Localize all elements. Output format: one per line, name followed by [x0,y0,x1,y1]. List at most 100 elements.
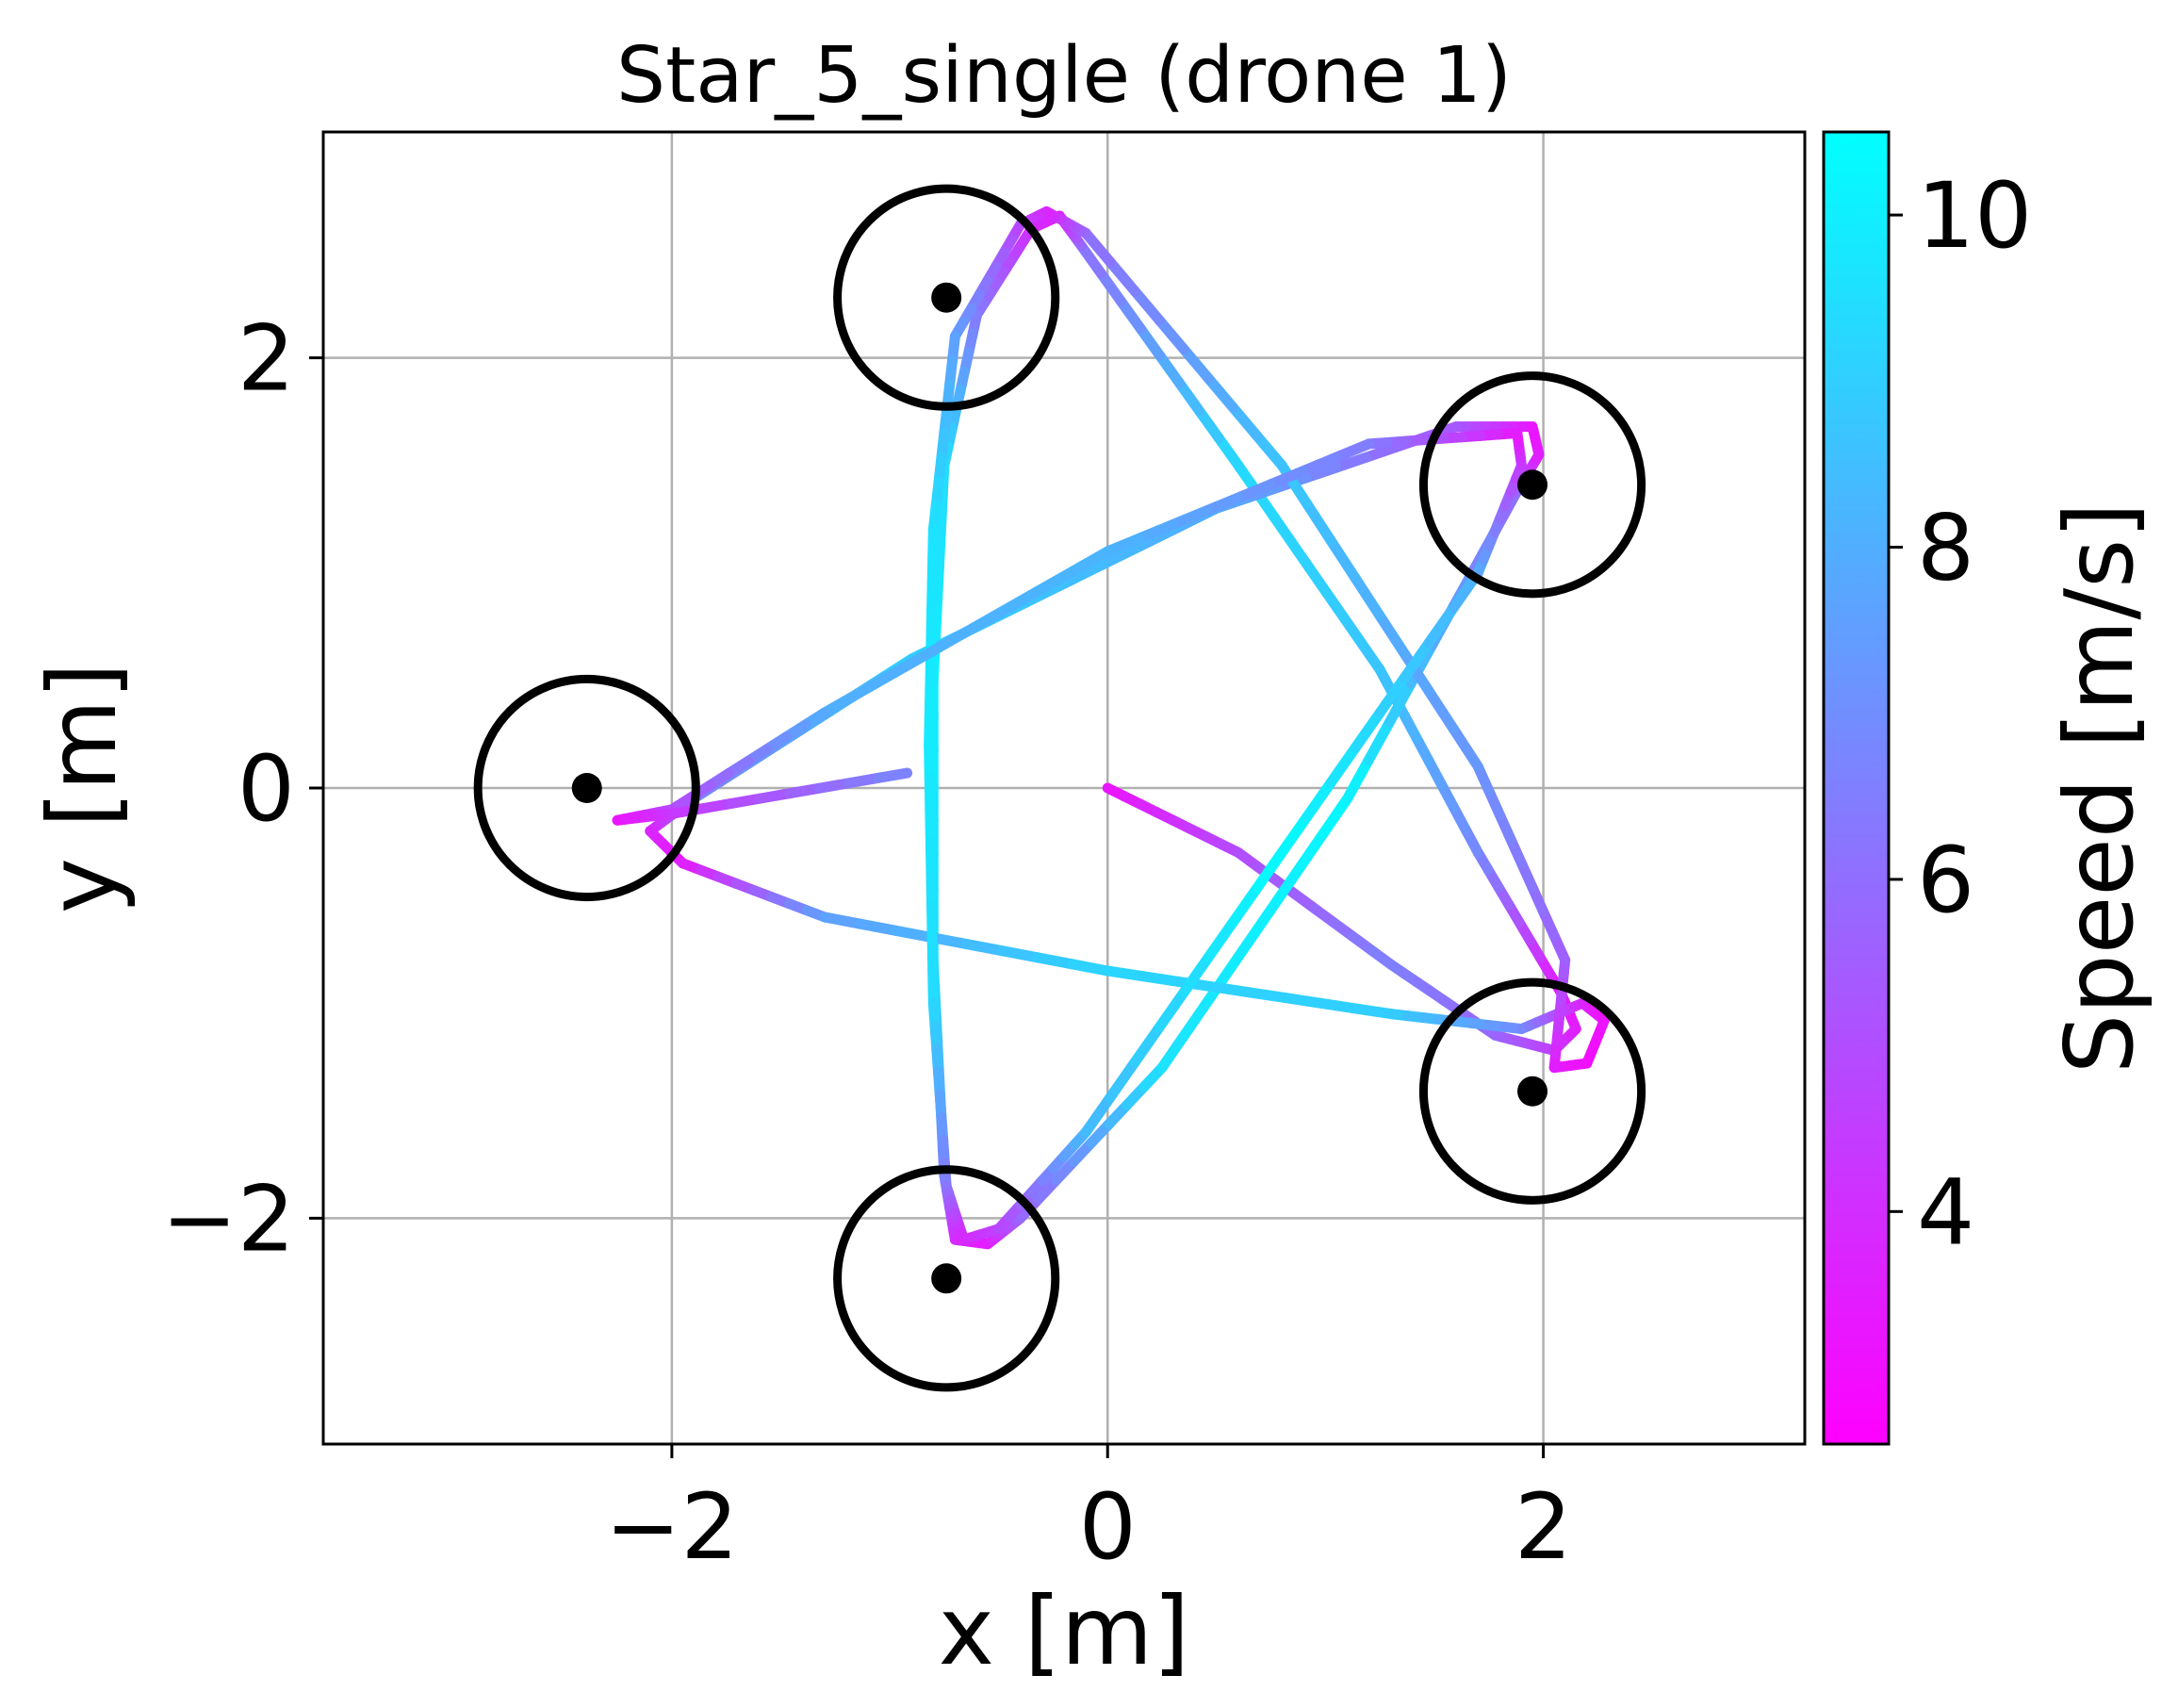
trajectory-segment [1272,861,1306,905]
trajectory-segment [1105,1057,1140,1103]
y-axis-label: y [m] [27,663,138,913]
trajectory-segment [1200,492,1244,517]
gate-ring-5 [833,1165,1060,1392]
colorbar-ticks: 4 6 8 10 [1889,163,2032,1265]
trajectory-segment [1080,1092,1116,1138]
trajectory-segment [1325,535,1361,584]
trajectory-segment [1226,928,1260,973]
trajectory-segment [1361,441,1402,463]
trajectory-segment [1102,533,1146,557]
trajectory-segment [1301,498,1336,547]
trajectory-segment [1276,812,1312,858]
trajectory-segment [1096,540,1146,570]
trajectory-segment [1227,882,1263,928]
trajectory-segment [925,868,938,912]
trajectory-segment [1208,981,1254,998]
gate-center-2 [1517,469,1548,501]
trajectory-segment [1374,610,1410,659]
gate-center-1 [931,282,962,313]
trajectory-segment [1325,742,1361,788]
x-axis-ticks: −2 0 2 [605,1444,1572,1580]
trajectory-segment [996,586,1042,617]
x-axis-label: x [m] [939,1576,1189,1686]
trajectory-segment [1031,952,1078,970]
trajectory-segment [1384,678,1417,728]
trajectory-segment [1233,479,1277,503]
trajectory-segment [1399,648,1434,697]
trajectory-segment [1095,268,1126,306]
colorbar-label: Speed [m/s] [2044,502,2154,1075]
chart-title: Star_5_single (drone 1) [616,31,1512,121]
gate-ring-3 [473,674,700,902]
trajectory-segment [926,933,939,977]
trajectory-segment [1172,976,1220,993]
trajectory-segment [1315,997,1361,1014]
colorbar-tick-label: 4 [1917,1159,1974,1265]
trajectory-segment [1156,1028,1191,1074]
trajectory-segment [1080,227,1116,268]
trajectory-segment [1363,716,1396,766]
trajectory-segment [1399,637,1434,683]
trajectory-segment [1154,315,1189,354]
trajectory [612,205,1610,1250]
trajectory-segment [1067,959,1113,977]
trajectory-segment [1129,286,1165,326]
gate-center-5 [931,1263,962,1294]
gates [473,184,1646,1392]
trajectory-segment [1295,827,1330,872]
trajectory-segment [960,606,1007,638]
trajectory-segment [960,938,1007,957]
trajectory-segment [1174,377,1204,417]
trajectory-segment [1155,350,1186,388]
trajectory-segment [854,918,901,936]
trajectory-segment [925,627,972,658]
colorbar-tick-label: 6 [1917,828,1974,933]
trajectory-segment [1252,846,1287,894]
trajectory-segment [1249,894,1284,939]
x-tick-label: 0 [1079,1474,1137,1580]
trajectory-segment [872,767,913,783]
trajectory-segment [925,804,936,847]
y-axis-ticks: −2 0 2 [161,306,323,1272]
trajectory-segment [1102,965,1149,982]
trajectory-segment [924,772,936,815]
trajectory-segment [1448,723,1483,772]
trajectory-segment [1331,452,1372,473]
trajectory-segment [1135,518,1179,544]
trajectory-segment [1227,402,1263,442]
trajectory-segment [1266,465,1309,490]
trajectory-segment [1075,240,1106,279]
trajectory-segment [1154,987,1189,1033]
trajectory-segment [1058,559,1107,589]
trajectory-segment [1180,994,1214,1040]
trajectory-segment [1115,295,1146,334]
trajectory-segment [1168,505,1211,530]
trajectory-segment [1178,343,1214,384]
trajectory-segment [890,925,936,943]
trajectory-segment [1178,952,1214,998]
trajectory-segment [1276,460,1312,509]
trajectory-segment [1350,1003,1397,1020]
colorbar-tick-label: 10 [1917,163,2032,269]
trajectory-segment [1301,462,1342,484]
trajectory-segment [924,739,935,783]
trajectory-segment [1203,917,1238,963]
trajectory-segment [1031,566,1078,598]
y-tick-label: −2 [161,1166,295,1272]
colorbar [1822,130,1891,1446]
trajectory-segment [1105,256,1140,297]
trajectory-segment [1129,1022,1165,1068]
trajectory-segment [1331,438,1375,463]
trajectory-segment [1213,433,1244,471]
trajectory-segment [927,965,939,1009]
gate-center-4 [1517,1076,1548,1107]
trajectory-segment [854,666,901,698]
x-tick-label: 2 [1515,1474,1572,1580]
trajectory-segment [1203,372,1238,413]
trajectory-segment [1350,707,1385,753]
trajectory-segment [1342,755,1374,804]
trajectory-segment [1279,992,1326,1009]
trajectory-segment [819,911,865,929]
trajectory-segment [819,687,865,718]
